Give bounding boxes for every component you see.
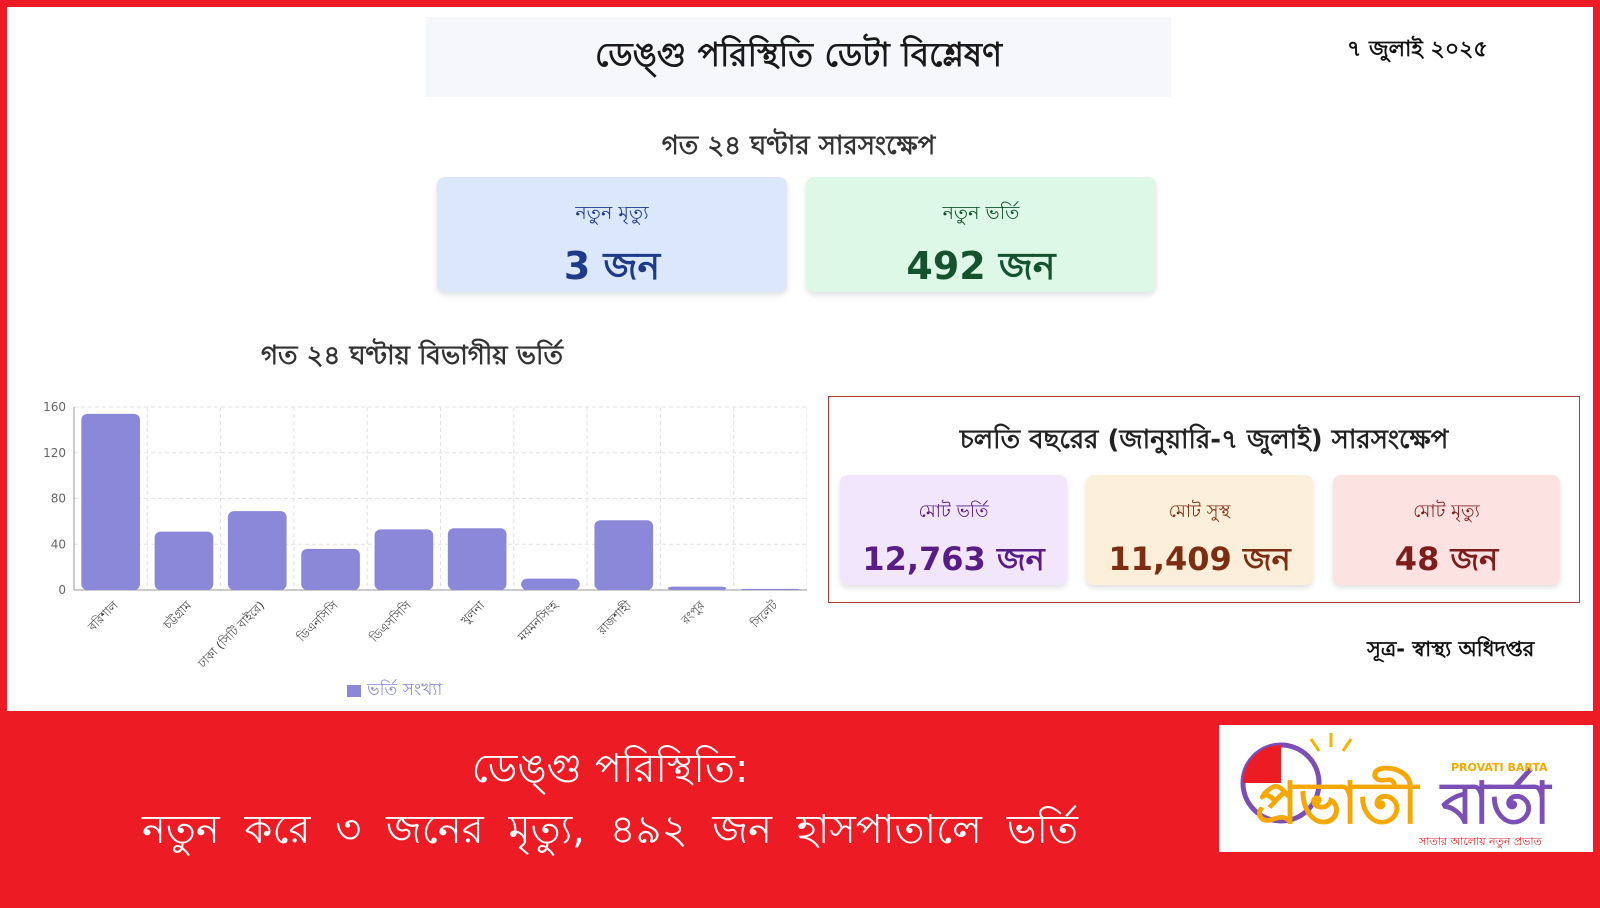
y-tick-label: 0 <box>58 583 66 597</box>
y-tick-label: 40 <box>51 537 66 551</box>
total-recovered-label: মোট সুস্থ <box>1168 501 1231 522</box>
year-summary-box: চলতি বছরের (জানুয়ারি-৭ জুলাই) সারসংক্ষে… <box>828 396 1580 603</box>
report-date: ৭ জুলাই ২০২৫ <box>1347 37 1488 62</box>
new-deaths-card: নতুন মৃত্যু 3 জন <box>437 177 787 292</box>
summary-24h-heading: গত ২৪ ঘণ্টার সারসংক্ষেপ <box>661 131 936 161</box>
x-tick-label: রাজশাহী <box>594 598 634 638</box>
division-admissions-chart: 0 40 80 120 160 বরিশাল চট্টগ্রাম ঢাকা (সিটি বাই… <box>43 400 807 671</box>
logo: প্রভাতী বার্তা PROVATI BARTA সাতার আলোয়… <box>1219 725 1593 852</box>
legend-swatch <box>347 685 361 697</box>
chart-title: গত ২৪ ঘণ্টায় বিভাগীয় ভর্তি <box>261 341 563 371</box>
total-deaths-value: 48 জন <box>1394 540 1499 578</box>
total-recovered-value: 11,409 জন <box>1108 540 1291 578</box>
y-tick-label: 160 <box>43 400 66 414</box>
content-panel: ডেঙ্গু পরিস্থিতি ডেটা বিশ্লেষণ ৭ জুলাই ২… <box>7 7 1593 711</box>
x-tick-label: ময়মনসিংহ <box>514 598 561 645</box>
total-admitted-value: 12,763 জন <box>862 540 1045 578</box>
y-tick-label: 80 <box>51 492 66 506</box>
x-tick-label: চট্টগ্রাম <box>160 598 194 632</box>
bar <box>594 520 654 590</box>
total-admitted-card: মোট ভর্তি 12,763 জন <box>840 475 1067 585</box>
page-title: ডেঙ্গু পরিস্থিতি ডেটা বিশ্লেষণ <box>426 17 1171 97</box>
x-tick-label: ডিএসসিসি <box>367 597 415 645</box>
banner-subheadline: নতুন করে ৩ জনের মৃত্যু, ৪৯২ জন হাসপাতালে… <box>142 807 1078 853</box>
x-tick-label: রংপুর <box>678 598 708 628</box>
svg-text:প্রভাতী: প্রভাতী <box>1255 766 1421 837</box>
bar <box>301 548 360 590</box>
x-tick-label: ঢাকা (সিটি বাইরে) <box>194 598 267 671</box>
provati-barta-logo-icon: প্রভাতী বার্তা PROVATI BARTA সাতার আলোয়… <box>1240 733 1553 848</box>
x-tick-label: ডিএনসিসি <box>294 597 342 645</box>
y-tick-label: 120 <box>43 446 66 460</box>
total-recovered-card: মোট সুস্থ 11,409 জন <box>1086 475 1313 585</box>
bar <box>667 586 727 590</box>
svg-text:PROVATI BARTA: PROVATI BARTA <box>1451 761 1548 774</box>
new-admissions-card: নতুন ভর্তি 492 জন <box>806 177 1156 292</box>
new-admissions-value: 492 জন <box>906 244 1056 288</box>
total-admitted-label: মোট ভর্তি <box>918 501 989 522</box>
new-admissions-label: নতুন ভর্তি <box>942 202 1020 224</box>
chart-legend: ভর্তি সংখ্যা <box>347 677 442 705</box>
svg-text:বার্তা: বার্তা <box>1439 766 1553 837</box>
legend-label: ভর্তি সংখ্যা <box>367 680 443 700</box>
bar <box>521 578 580 590</box>
total-deaths-card: মোট মৃত্যু 48 জন <box>1333 475 1560 585</box>
x-tick-label: সিলেট <box>747 598 780 631</box>
banner-headline: ডেঙ্গু পরিস্থিতি: <box>471 746 749 792</box>
svg-text:সাতার আলোয় নতুন প্রভাত: সাতার আলোয় নতুন প্রভাত <box>1418 835 1543 848</box>
bar <box>741 588 800 590</box>
bar <box>227 511 287 590</box>
source-credit: সূত্র- স্বাস্থ্য অধিদপ্তর <box>1367 637 1535 661</box>
year-summary-heading: চলতি বছরের (জানুয়ারি-৭ জুলাই) সারসংক্ষে… <box>959 425 1449 455</box>
bar <box>447 528 507 590</box>
bar <box>374 529 434 590</box>
bar <box>154 531 214 590</box>
new-deaths-label: নতুন মৃত্যু <box>575 202 649 224</box>
bar <box>81 413 140 590</box>
x-tick-label: বরিশাল <box>85 597 122 634</box>
total-deaths-label: মোট মৃত্যু <box>1413 501 1480 522</box>
new-deaths-value: 3 জন <box>563 244 661 288</box>
x-tick-label: খুলনা <box>458 598 488 628</box>
